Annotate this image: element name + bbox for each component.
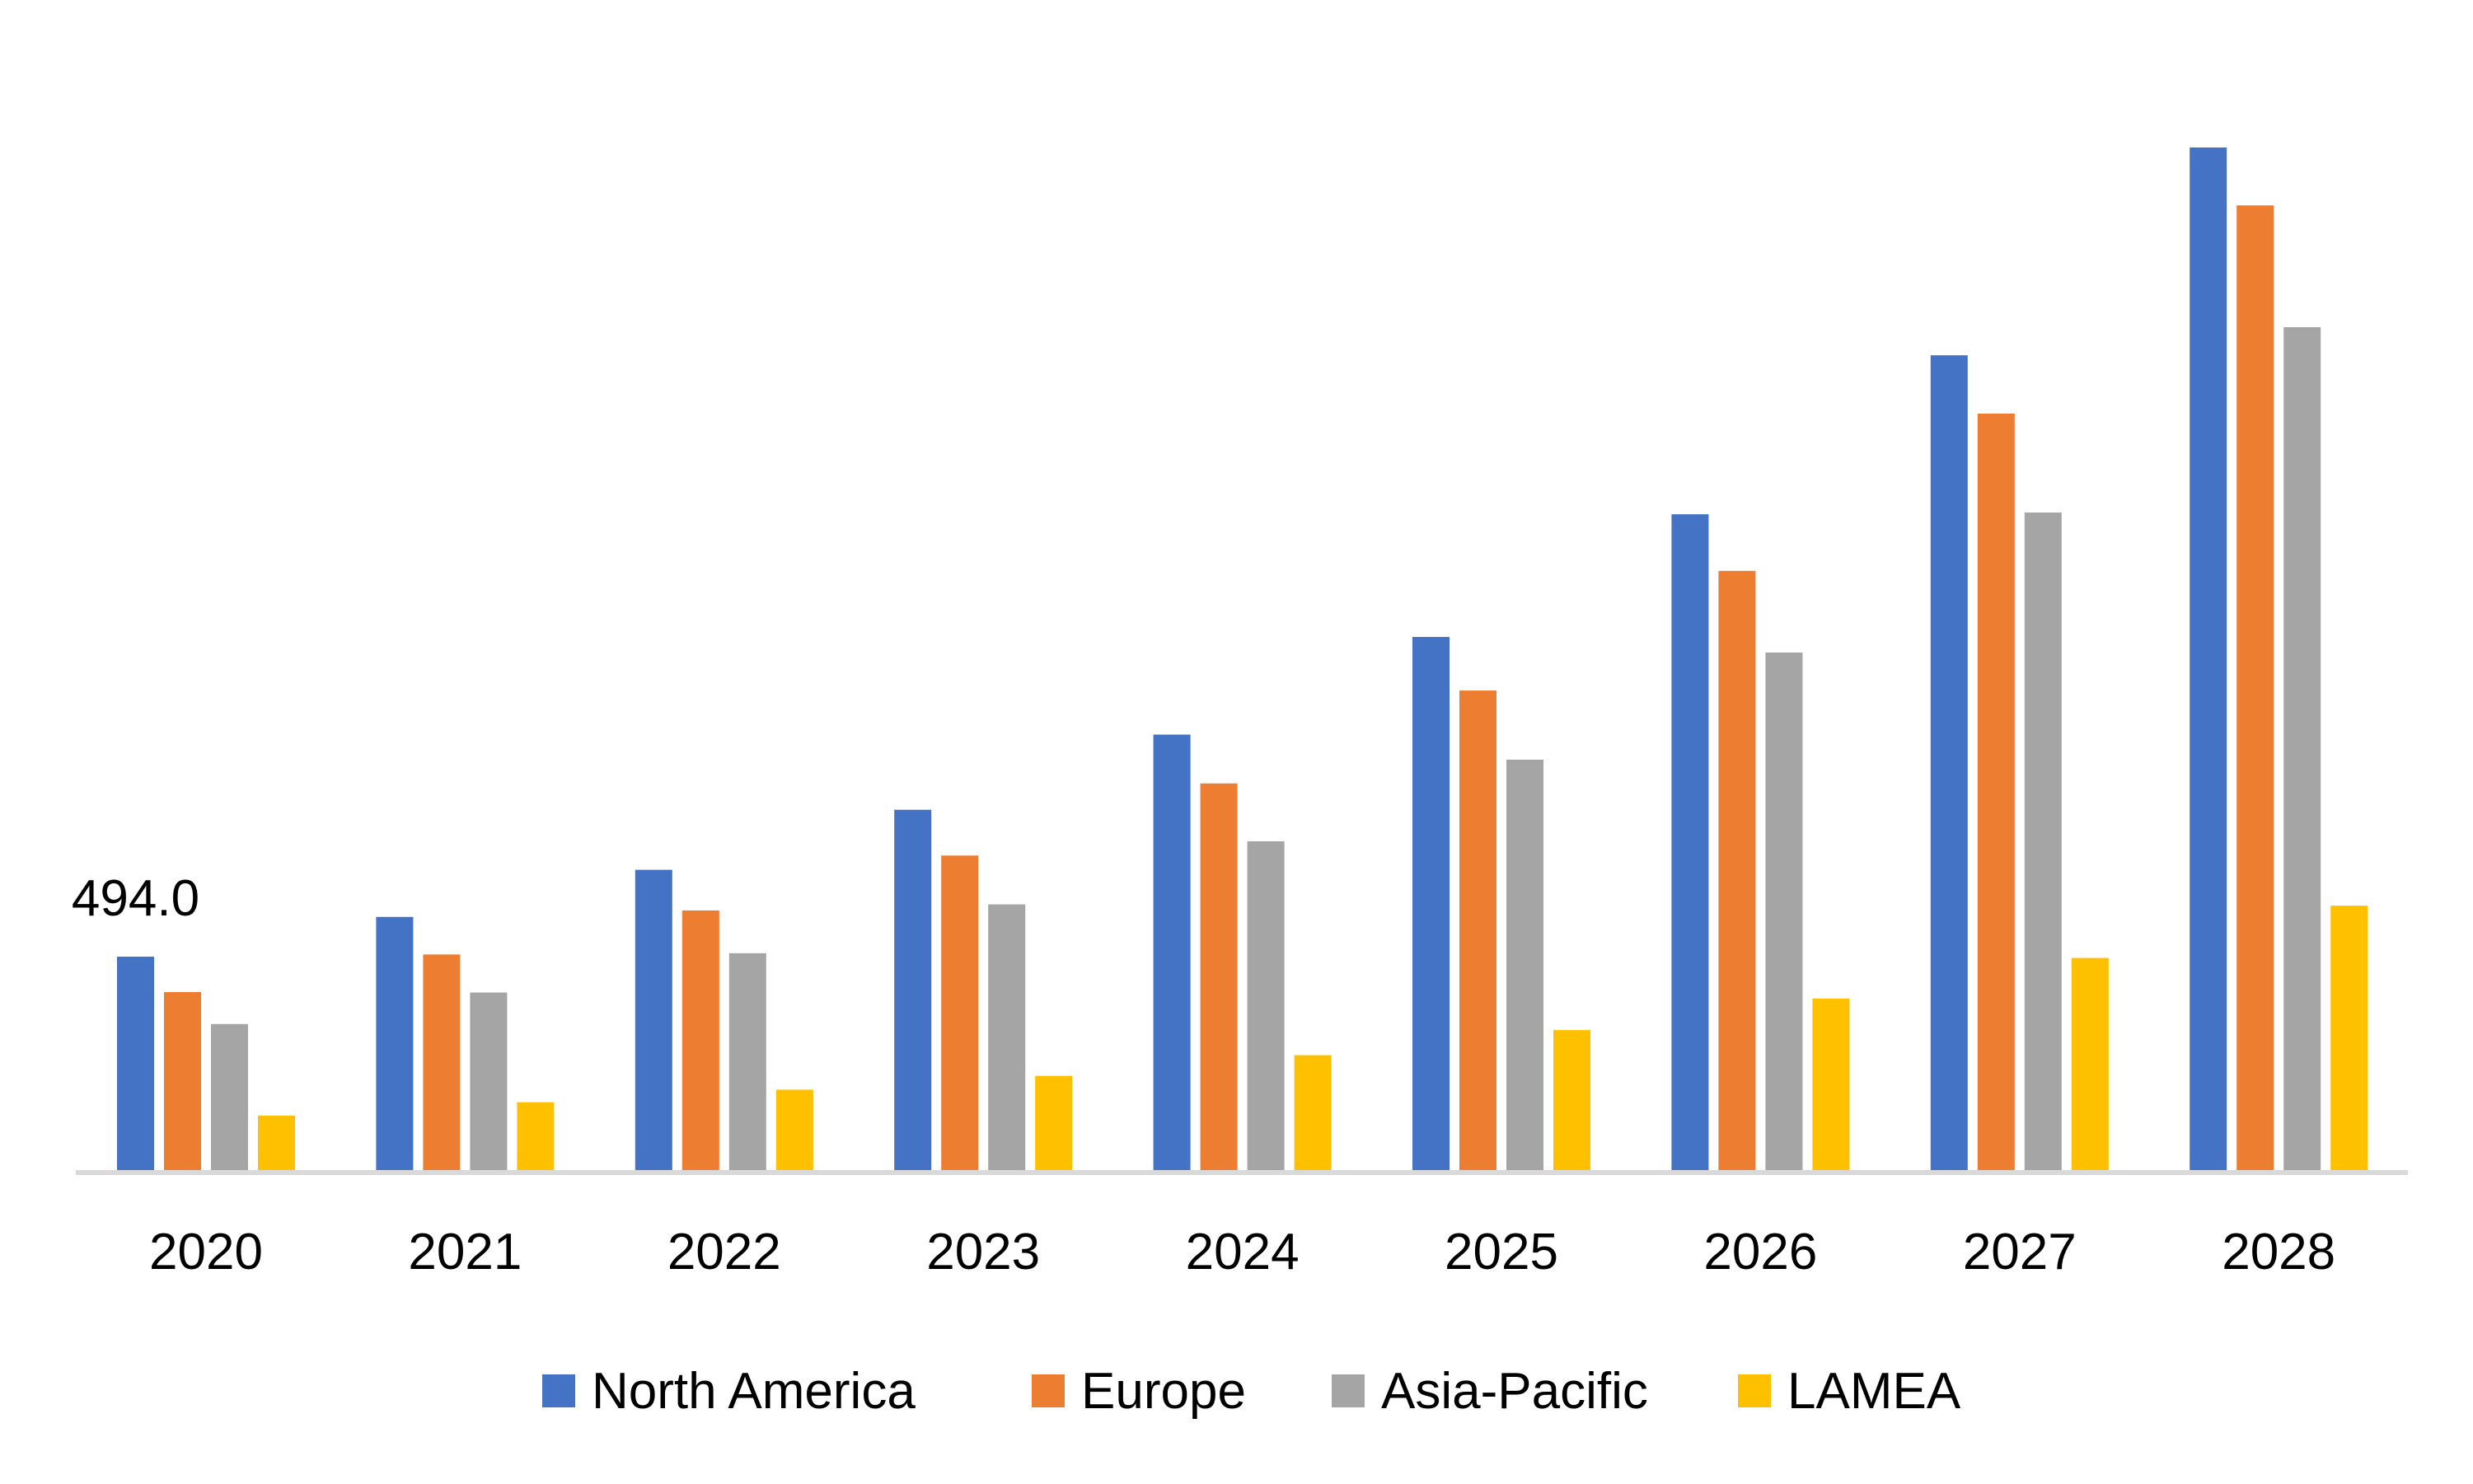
bar-asia-pacific-2023 (988, 904, 1026, 1170)
bar-asia-pacific-2021 (470, 992, 508, 1170)
bar-europe-2027 (1977, 413, 2015, 1170)
bar-europe-2023 (941, 855, 979, 1170)
bar-europe-2021 (423, 954, 461, 1170)
bar-europe-2028 (2236, 205, 2274, 1170)
bar-asia-pacific-2025 (1506, 759, 1543, 1170)
bar-asia-pacific-2020 (211, 1023, 248, 1170)
legend: North America Europe Asia-Pacific LAMEA (542, 1363, 1961, 1420)
x-tick-label: 2022 (667, 1224, 781, 1280)
bar-asia-pacific-2028 (2283, 327, 2321, 1170)
x-tick-label: 2024 (1186, 1224, 1300, 1280)
bar-lamea-2022 (775, 1089, 813, 1170)
x-tick-labels: 2020 2021 2022 2023 2024 2025 2026 2027 2028 (149, 1224, 2335, 1280)
bar-north-america-2026 (1671, 514, 1709, 1170)
bar-asia-pacific-2024 (1247, 841, 1285, 1170)
bar-europe-2020 (164, 991, 201, 1170)
bar-lamea-2026 (1812, 998, 1850, 1170)
bar-north-america-2027 (1930, 355, 1968, 1170)
bar-europe-2025 (1459, 691, 1496, 1170)
bar-north-america-2021 (376, 916, 414, 1170)
bar-lamea-2027 (2071, 957, 2109, 1170)
legend-item-lamea: LAMEA (1738, 1363, 1961, 1420)
bar-north-america-2024 (1153, 734, 1191, 1170)
legend-item-asia-pacific: Asia-Pacific (1332, 1363, 1648, 1420)
bar-lamea-2020 (258, 1115, 295, 1170)
x-tick-label: 2027 (1963, 1224, 2077, 1280)
x-tick-label: 2021 (408, 1224, 522, 1280)
bars-layer (117, 147, 2368, 1170)
legend-label: North America (592, 1363, 916, 1420)
x-tick-label: 2020 (149, 1224, 263, 1280)
bar-europe-2022 (681, 910, 719, 1170)
bar-lamea-2028 (2330, 906, 2368, 1170)
legend-swatch (542, 1374, 575, 1407)
legend-label: Asia-Pacific (1381, 1363, 1648, 1420)
data-label: 494.0 (72, 870, 199, 927)
x-tick-label: 2028 (2222, 1224, 2335, 1280)
data-labels: 494.0 (72, 870, 199, 927)
bar-north-america-2023 (894, 809, 932, 1170)
bar-asia-pacific-2027 (2024, 513, 2062, 1170)
bar-europe-2024 (1200, 783, 1238, 1170)
bar-lamea-2025 (1553, 1030, 1590, 1170)
legend-item-north-america: North America (542, 1363, 916, 1420)
legend-swatch (1738, 1374, 1771, 1407)
legend-label: LAMEA (1787, 1363, 1961, 1420)
bar-north-america-2020 (117, 957, 154, 1170)
x-tick-label: 2025 (1445, 1224, 1558, 1280)
bar-north-america-2025 (1412, 637, 1450, 1170)
legend-swatch (1332, 1374, 1365, 1407)
bar-lamea-2023 (1035, 1075, 1073, 1170)
bar-north-america-2028 (2190, 147, 2227, 1170)
legend-swatch (1032, 1374, 1065, 1407)
legend-label: Europe (1081, 1363, 1246, 1420)
bar-lamea-2024 (1294, 1055, 1332, 1170)
x-tick-label: 2023 (926, 1224, 1040, 1280)
x-tick-label: 2026 (1703, 1224, 1817, 1280)
bar-europe-2026 (1718, 570, 1756, 1170)
bar-north-america-2022 (635, 869, 672, 1170)
bar-asia-pacific-2022 (728, 953, 766, 1170)
bar-asia-pacific-2026 (1765, 652, 1803, 1170)
bar-lamea-2021 (517, 1102, 555, 1170)
legend-item-europe: Europe (1032, 1363, 1246, 1420)
